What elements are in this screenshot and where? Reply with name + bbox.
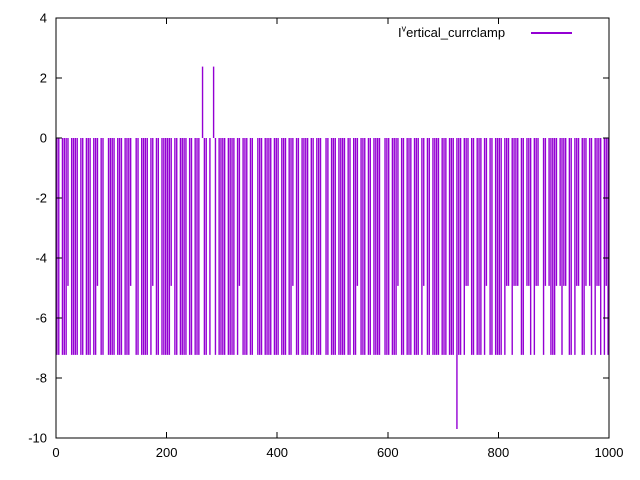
legend-label-prefix: I [398,25,402,40]
y-tick-label: 0 [40,131,47,146]
plot-border [55,17,610,439]
legend-label-superscript: v [401,23,407,34]
legend-series-label: Ivertical_currclamp [398,23,506,41]
y-tick-label: -2 [35,191,47,206]
y-tick-label: -10 [28,431,47,446]
legend: Ivertical_currclamp [398,23,573,41]
y-tick-label: -4 [35,251,47,266]
impulse-series [56,66,609,429]
x-tick-label: 600 [377,445,399,460]
y-tick-label: -8 [35,371,47,386]
x-tick-label: 400 [266,445,288,460]
x-tick-label: 800 [488,445,510,460]
legend-line-sample [531,32,573,34]
legend-label-rest: ertical_currclamp [406,25,506,40]
x-tick-label: 0 [52,445,59,460]
y-tick-label: -6 [35,311,47,326]
x-tick-label: 1000 [595,445,624,460]
y-tick-label: 2 [40,71,47,86]
x-tick-label: 200 [156,445,178,460]
y-tick-label: 4 [40,11,47,26]
